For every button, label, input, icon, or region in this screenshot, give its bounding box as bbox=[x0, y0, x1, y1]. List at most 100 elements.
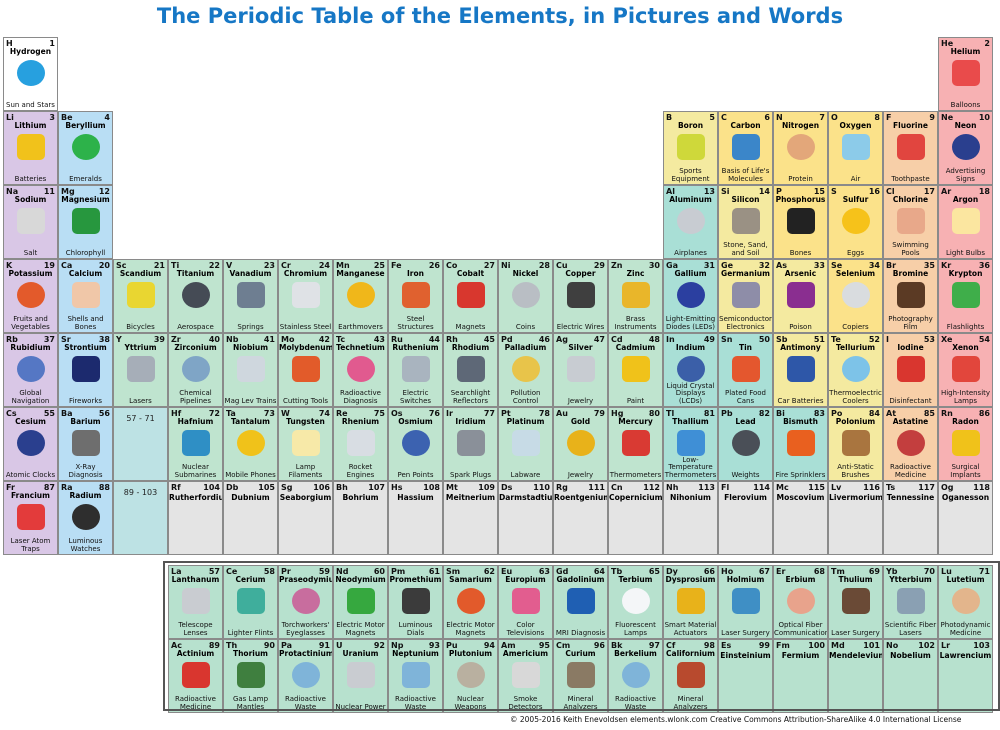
atomic-number: 83 bbox=[813, 409, 825, 418]
element-name: Neptunium bbox=[392, 649, 439, 658]
element-use: Copiers bbox=[842, 322, 869, 331]
atomic-number: 108 bbox=[423, 483, 440, 492]
atomic-number: 71 bbox=[978, 567, 990, 576]
atomic-number: 57 bbox=[208, 567, 220, 576]
element-picture-icon bbox=[677, 356, 705, 382]
main-table-frame bbox=[2, 36, 1000, 554]
atomic-number: 100 bbox=[808, 641, 825, 650]
element-symbol: Rg bbox=[556, 483, 568, 492]
element-use: Lasers bbox=[129, 396, 152, 405]
atomic-number: 102 bbox=[918, 641, 935, 650]
element-cell-oganesson: Og 118 Oganesson bbox=[938, 481, 993, 555]
atomic-number: 95 bbox=[538, 641, 550, 650]
element-name: Protactinium bbox=[279, 649, 332, 658]
element-picture-icon bbox=[842, 208, 870, 234]
element-name: Rutherfordium bbox=[169, 493, 222, 502]
element-cell-thallium: Tl 81 Thallium Low-Temperature Thermometers bbox=[663, 407, 718, 481]
element-name: Manganese bbox=[336, 269, 385, 278]
page-title: The Periodic Table of the Elements, in P… bbox=[156, 4, 844, 28]
element-use: Electric Switches bbox=[399, 389, 432, 405]
element-name: Hassium bbox=[397, 493, 434, 502]
element-symbol: Ac bbox=[171, 641, 182, 650]
element-picture-icon bbox=[402, 588, 430, 614]
element-name: Lawrencium bbox=[939, 651, 992, 660]
element-picture-icon bbox=[952, 208, 980, 234]
element-symbol: H bbox=[6, 39, 13, 48]
element-cell-radon: Rn 86 Radon Surgical Implants bbox=[938, 407, 993, 481]
element-symbol: Bi bbox=[776, 409, 785, 418]
element-use: Smoke Detectors bbox=[508, 695, 543, 711]
element-cell-bromine: Br 35 Bromine Photography Film bbox=[883, 259, 938, 333]
element-use: Swimming Pools bbox=[892, 241, 929, 257]
atomic-number: 75 bbox=[373, 409, 385, 418]
element-cell-berkelium: Bk 97 Berkelium Radioactive Waste bbox=[608, 639, 663, 713]
element-picture-icon bbox=[402, 430, 430, 456]
element-use: Liquid Crystal Displays (LCDs) bbox=[666, 381, 715, 405]
element-picture-icon bbox=[347, 356, 375, 382]
element-symbol: Np bbox=[391, 641, 404, 650]
atomic-number: 89 bbox=[208, 641, 220, 650]
atomic-number: 73 bbox=[263, 409, 275, 418]
element-name: Lanthanum bbox=[171, 575, 220, 584]
element-picture-icon bbox=[402, 662, 430, 688]
element-picture-icon bbox=[237, 430, 265, 456]
atomic-number: 16 bbox=[868, 187, 880, 196]
element-symbol: Lr bbox=[941, 641, 951, 650]
element-cell-antimony: Sb 51 Antimony Car Batteries bbox=[773, 333, 828, 407]
element-use: Sports Equipment bbox=[671, 167, 710, 183]
element-picture-icon bbox=[17, 430, 45, 456]
element-use: Light Bulbs bbox=[946, 248, 985, 257]
element-name: Thallium bbox=[672, 417, 709, 426]
element-picture-icon bbox=[787, 356, 815, 382]
element-symbol: Fl bbox=[721, 483, 730, 492]
element-use: MRI Diagnosis bbox=[555, 628, 606, 637]
element-symbol: Mc bbox=[776, 483, 789, 492]
element-use: Anti-Static Brushes bbox=[837, 463, 874, 479]
element-cell-uranium: U 92 Uranium Nuclear Power bbox=[333, 639, 388, 713]
atomic-number: 54 bbox=[978, 335, 990, 344]
element-name: Rubidium bbox=[10, 343, 51, 352]
element-cell-lithium: Li 3 Lithium Batteries bbox=[3, 111, 58, 185]
element-name: Moscovium bbox=[776, 493, 825, 502]
element-name: Antimony bbox=[780, 343, 821, 352]
element-cell-cesium: Cs 55 Cesium Atomic Clocks bbox=[3, 407, 58, 481]
element-use: Electric Motor Magnets bbox=[446, 621, 495, 637]
element-use: Fireworks bbox=[68, 396, 103, 405]
element-cell-francium: Fr 87 Francium Laser Atom Traps bbox=[3, 481, 58, 555]
element-symbol: K bbox=[6, 261, 13, 270]
element-symbol: Nb bbox=[226, 335, 239, 344]
element-symbol: Mg bbox=[61, 187, 75, 196]
element-use: Fire Sprinklers bbox=[775, 470, 826, 479]
element-cell-actinium: Ac 89 Actinium Radioactive Medicine bbox=[168, 639, 223, 713]
element-use: Surgical Implants bbox=[950, 463, 981, 479]
element-cell-thulium: Tm 69 Thulium Laser Surgery bbox=[828, 565, 883, 639]
atomic-number: 85 bbox=[923, 409, 935, 418]
element-picture-icon bbox=[347, 662, 375, 688]
element-use: Brass Instruments bbox=[614, 315, 657, 331]
element-cell-magnesium: Mg 12 Magnesium Chlorophyll bbox=[58, 185, 113, 259]
element-picture-icon bbox=[237, 282, 265, 308]
element-name: Zirconium bbox=[174, 343, 217, 352]
atomic-number: 14 bbox=[758, 187, 770, 196]
atomic-number: 105 bbox=[258, 483, 275, 492]
element-cell-iridium: Ir 77 Iridium Spark Plugs bbox=[443, 407, 498, 481]
element-name: Neodymium bbox=[335, 575, 386, 584]
atomic-number: 106 bbox=[313, 483, 330, 492]
element-use: Luminous Watches bbox=[68, 537, 103, 553]
element-symbol: S bbox=[831, 187, 837, 196]
atomic-number: 99 bbox=[758, 641, 770, 650]
element-symbol: Be bbox=[61, 113, 73, 122]
element-symbol: Rf bbox=[171, 483, 181, 492]
element-use: Pollution Control bbox=[510, 389, 541, 405]
element-symbol: Sm bbox=[446, 567, 461, 576]
element-symbol: Fe bbox=[391, 261, 402, 270]
element-symbol: Yb bbox=[886, 567, 898, 576]
element-use: Air bbox=[850, 174, 861, 183]
atomic-number: 10 bbox=[978, 113, 990, 122]
element-name: Actinium bbox=[176, 649, 215, 658]
element-cell-phosphorus: P 15 Phosphorus Bones bbox=[773, 185, 828, 259]
element-symbol: F bbox=[886, 113, 892, 122]
element-picture-icon bbox=[512, 430, 540, 456]
element-name: Nickel bbox=[512, 269, 539, 278]
element-name: Einsteinium bbox=[720, 651, 771, 660]
